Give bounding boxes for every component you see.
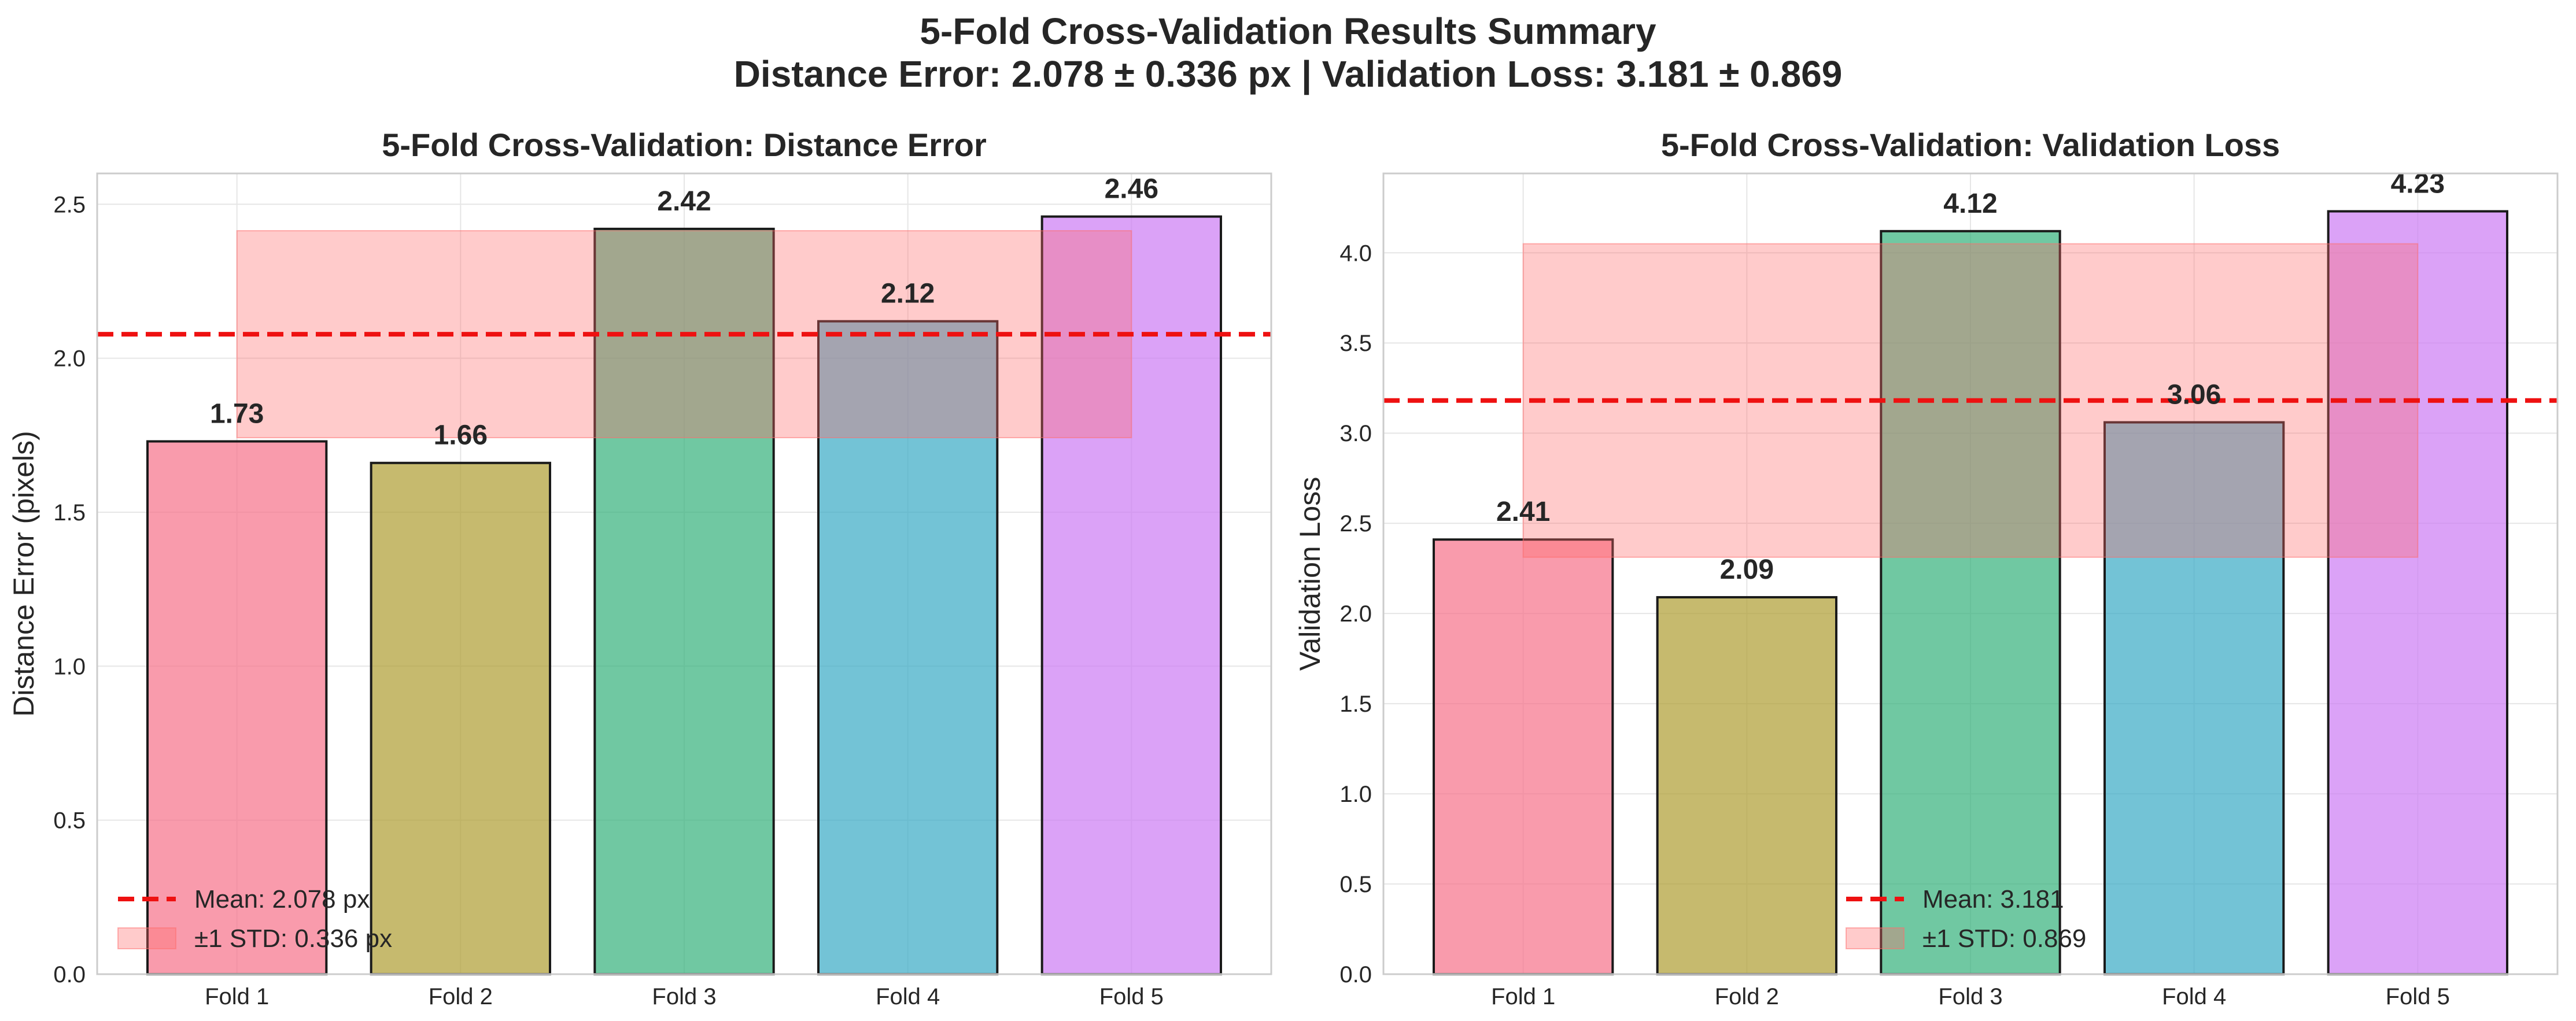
distance-error-chart: 1.73 1.66 2.42 2.12 2.46 0.0 0.5 1.0 1.5 2.0 2.5 Fo… (8, 127, 1272, 1009)
validation-loss-ytick-label: 3.5 (1339, 331, 1372, 356)
validation-loss-value-label-fold-4: 3.06 (2167, 379, 2221, 410)
distance-error-chart-title: 5-Fold Cross-Validation: Distance Error (382, 127, 987, 163)
validation-loss-bar-fold-1 (1433, 538, 1614, 975)
validation-loss-xtick-label: Fold 3 (1938, 984, 2002, 1009)
figure-suptitle-line-1: 5-Fold Cross-Validation Results Summary (920, 10, 1656, 52)
distance-error-xtick-label: Fold 3 (652, 984, 716, 1009)
validation-loss-ytick-label: 3.0 (1339, 421, 1372, 446)
distance-error-bar-fold-4 (817, 320, 999, 976)
distance-error-ytick-label: 2.0 (53, 346, 86, 372)
validation-loss-ytick-label: 2.5 (1339, 511, 1372, 537)
distance-error-legend-mean-label: Mean: 2.078 px (194, 885, 370, 913)
distance-error-xtick-label: Fold 1 (205, 984, 269, 1009)
distance-error-ytick-label: 2.5 (53, 192, 86, 217)
validation-loss-value-label-fold-1: 2.41 (1496, 497, 1550, 527)
distance-error-axes-frame (96, 172, 1272, 975)
validation-loss-xtick-label: Fold 5 (2386, 984, 2450, 1009)
validation-loss-ytick-label: 0.5 (1339, 872, 1372, 897)
validation-loss-xtick-label: Fold 4 (2162, 984, 2226, 1009)
distance-error-value-label-fold-4: 2.12 (881, 279, 935, 309)
validation-loss-xtick-label: Fold 1 (1491, 984, 1555, 1009)
validation-loss-ytick-label: 0.0 (1339, 962, 1372, 987)
validation-loss-ytick-label: 1.0 (1339, 782, 1372, 807)
distance-error-value-label-fold-5: 2.46 (1105, 174, 1158, 205)
distance-error-ytick-label: 1.5 (53, 500, 86, 526)
validation-loss-bar-fold-3 (1880, 230, 2061, 975)
distance-error-ytick-label: 0.5 (53, 808, 86, 834)
validation-loss-value-label-fold-3: 4.12 (1943, 188, 1997, 219)
distance-error-ytick-label: 0.0 (53, 962, 86, 987)
validation-loss-legend-std-label: ±1 STD: 0.869 (1922, 924, 2086, 953)
distance-error-value-label-fold-2: 1.66 (434, 420, 488, 451)
validation-loss-bar-fold-4 (2103, 421, 2285, 975)
validation-loss-legend-std-swatch (1846, 927, 1905, 949)
distance-error-ytick-label: 1.0 (53, 654, 86, 679)
validation-loss-axes-frame (1382, 172, 2559, 975)
validation-loss-chart-title: 5-Fold Cross-Validation: Validation Loss (1661, 127, 2280, 163)
distance-error-bar-fold-1 (146, 440, 328, 975)
validation-loss-xtick-label: Fold 2 (1715, 984, 1779, 1009)
validation-loss-ytick-label: 1.5 (1339, 691, 1372, 717)
figure-suptitle-line-2: Distance Error: 2.078 ± 0.336 px | Valid… (734, 53, 1843, 95)
validation-loss-ytick-label: 4.0 (1339, 241, 1372, 266)
validation-loss-ytick-label: 2.0 (1339, 601, 1372, 627)
distance-error-xtick-label: Fold 4 (876, 984, 940, 1009)
validation-loss-y-axis-label: Validation Loss (1294, 477, 1326, 671)
validation-loss-legend-mean-label: Mean: 3.181 (1922, 885, 2064, 913)
distance-error-legend-std-swatch (117, 927, 176, 949)
validation-loss-chart: 2.412.094.123.064.230.00.51.01.52.02.53.… (1294, 127, 2559, 1009)
distance-error-bar-fold-2 (370, 461, 552, 975)
distance-error-legend-std-label: ±1 STD: 0.336 px (194, 924, 392, 953)
distance-error-bar-fold-3 (593, 227, 775, 975)
distance-error-value-label-fold-1: 1.73 (210, 398, 264, 429)
validation-loss-bar-fold-2 (1656, 596, 1838, 975)
distance-error-xtick-label: Fold 5 (1099, 984, 1164, 1009)
validation-loss-value-label-fold-2: 2.09 (1720, 554, 1774, 585)
distance-error-xtick-label: Fold 2 (429, 984, 493, 1009)
distance-error-value-label-fold-3: 2.42 (657, 186, 711, 217)
distance-error-y-axis-label: Distance Error (pixels) (8, 431, 40, 717)
